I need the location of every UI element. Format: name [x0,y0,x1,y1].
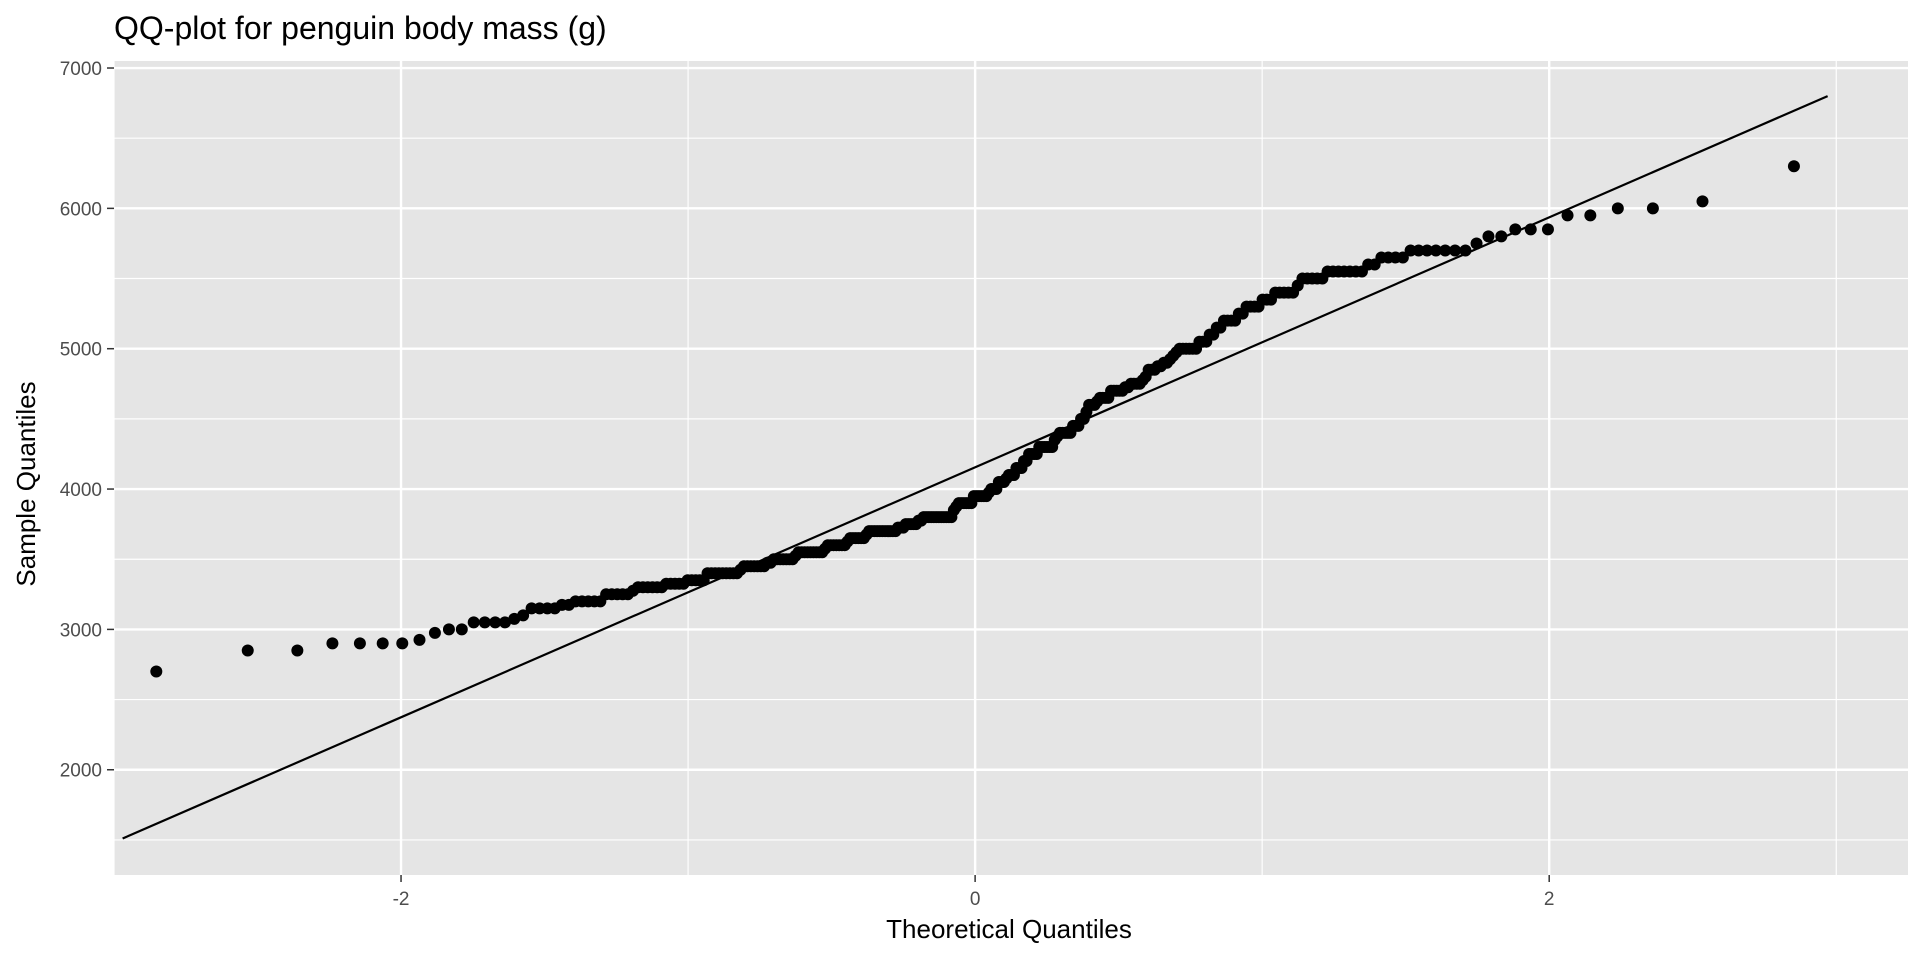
chart-title: QQ-plot for penguin body mass (g) [114,10,607,46]
qq-point [376,637,389,650]
qq-point [1524,223,1537,236]
qq-point [1541,223,1554,236]
data-points [150,160,1800,678]
y-axis-title: Sample Quantiles [11,381,41,586]
x-axis-ticks: -2 0 2 [393,875,1555,910]
y-tick-label: 7000 [60,59,102,80]
qq-point [1439,244,1452,257]
qq-point [489,616,502,629]
qq-point [467,616,480,629]
qq-point [1470,237,1483,250]
qq-point [1459,244,1472,257]
qq-point [1561,209,1574,222]
qq-point [1482,230,1495,243]
x-axis-title: Theoretical Quantiles [886,914,1132,944]
qq-point [517,609,530,622]
qq-point [1412,244,1425,257]
qq-point [1449,244,1462,257]
qq-point [1611,202,1624,215]
qq-point [1429,244,1442,257]
x-tick-label: -2 [393,889,410,910]
y-tick-label: 6000 [60,199,102,220]
y-tick-label: 2000 [60,761,102,782]
qq-point [326,637,339,650]
y-tick-label: 5000 [60,340,102,361]
qq-point [291,644,304,657]
qq-point [1584,209,1597,222]
qq-point [442,623,455,636]
qq-point [396,637,409,650]
qq-point [455,623,468,636]
qq-point [353,637,366,650]
qq-point [1396,251,1409,264]
x-tick-label: 0 [970,889,981,910]
reference-line-group [122,95,1829,840]
y-tick-label: 3000 [60,620,102,641]
qq-point [1495,230,1508,243]
qq-point [1646,202,1659,215]
reference-line [122,95,1829,840]
minor-gridlines [113,61,1908,875]
qq-point [413,633,426,646]
qq-point [150,665,163,678]
qq-point [1509,223,1522,236]
qq-point [241,644,254,657]
qq-point [499,616,512,629]
qq-point [1421,244,1434,257]
qq-point [428,626,441,639]
y-axis-ticks: 2000 3000 4000 5000 6000 7000 [60,59,114,782]
qq-point [478,616,491,629]
major-gridlines [114,61,1908,875]
y-tick-label: 4000 [60,480,102,501]
qq-point [1696,195,1709,208]
x-tick-label: 2 [1544,889,1555,910]
qq-point [1787,160,1800,173]
